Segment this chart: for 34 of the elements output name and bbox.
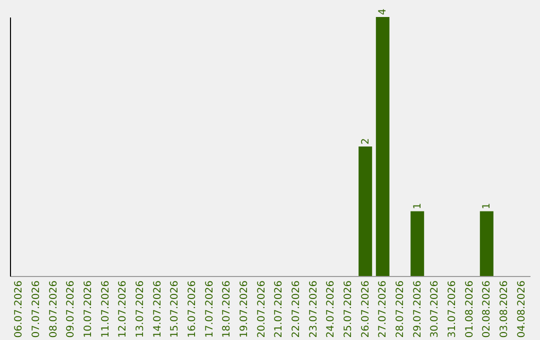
data-label: 1	[412, 202, 424, 210]
x-tick-label: 09.07.2026	[66, 280, 77, 338]
x-tick-label: 18.07.2026	[222, 280, 233, 338]
data-label: 1	[482, 202, 493, 210]
x-tick-label: 21.07.2026	[274, 280, 285, 338]
x-tick-label: 01.08.2026	[464, 280, 476, 338]
data-label: 2	[360, 138, 372, 144]
x-tick-label: 03.08.2026	[499, 280, 510, 338]
x-tick-label: 10.07.2026	[83, 280, 94, 338]
x-tick-label: 13.07.2026	[135, 280, 146, 338]
x-tick-label: 26.07.2026	[360, 280, 372, 338]
x-tick-label: 24.07.2026	[326, 280, 337, 338]
x-tick-label: 02.08.2026	[482, 280, 493, 338]
x-tick-label: 15.07.2026	[170, 280, 181, 338]
x-tick-label: 17.07.2026	[204, 280, 216, 338]
x-tick-label: 14.07.2026	[152, 280, 164, 338]
x-tick-label: 22.07.2026	[291, 280, 302, 338]
x-tick-label: 07.07.2026	[31, 280, 42, 338]
x-tick-label: 30.07.2026	[430, 280, 441, 338]
x-tick-label: 23.07.2026	[308, 280, 320, 338]
x-tick-label: 06.07.2026	[14, 280, 25, 338]
x-tick-label: 08.07.2026	[48, 280, 60, 338]
x-tick-label: 29.07.2026	[412, 280, 424, 338]
x-tick-label: 19.07.2026	[239, 280, 250, 338]
x-tick-label: 12.07.2026	[118, 280, 129, 338]
data-label: 4	[378, 8, 389, 15]
x-tick-label: 25.07.2026	[343, 280, 354, 338]
x-tick-label: 28.07.2026	[395, 280, 406, 338]
x-tick-label: 20.07.2026	[256, 280, 268, 338]
x-tick-label: 16.07.2026	[187, 280, 198, 338]
x-tick-label: 04.08.2026	[516, 280, 528, 338]
x-tick-label: 11.07.2026	[100, 280, 112, 338]
x-tick-label: 27.07.2026	[378, 280, 389, 338]
x-tick-label: 31.07.2026	[447, 280, 458, 338]
